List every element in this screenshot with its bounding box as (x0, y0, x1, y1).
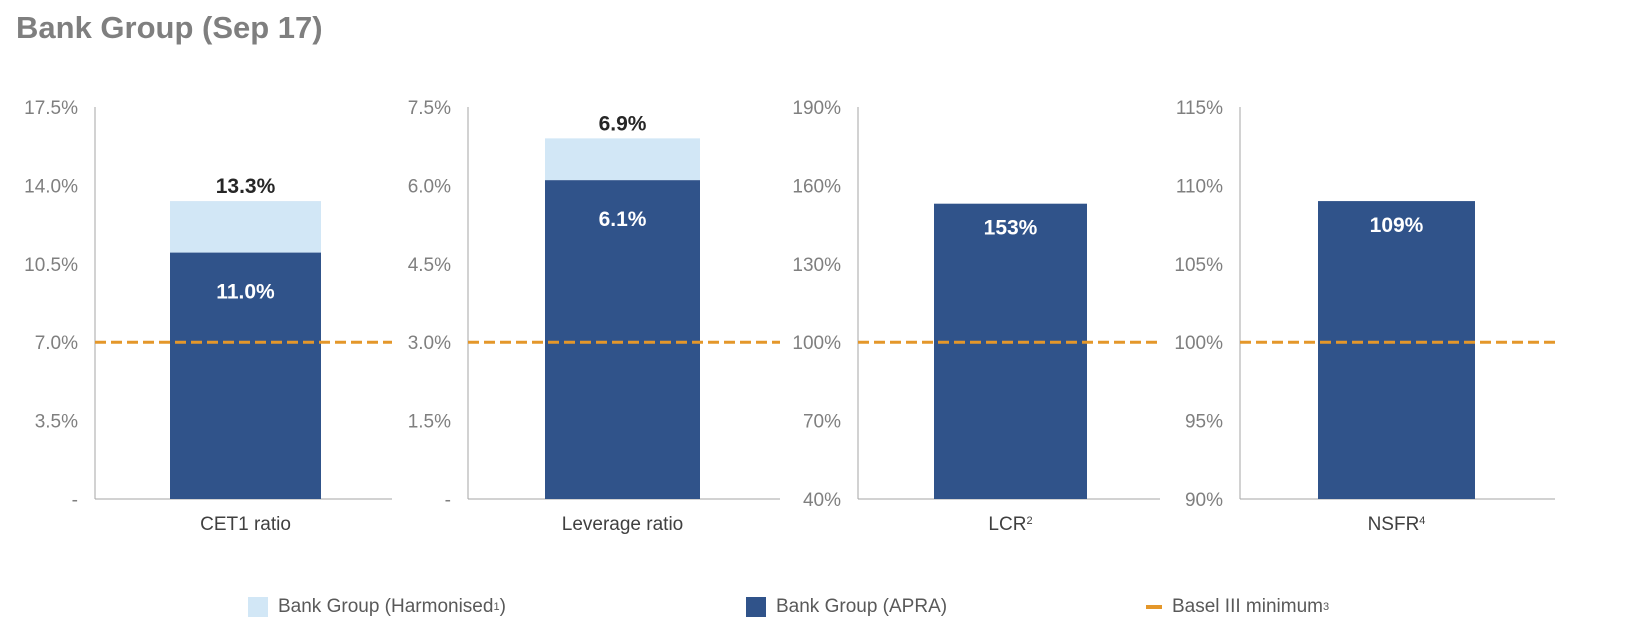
legend-label-harmonised-suffix: ) (499, 596, 506, 617)
y-tick-label: 110% (1176, 176, 1223, 197)
chart-title: Bank Group (Sep 17) (16, 10, 323, 45)
y-tick-label: 100% (1174, 333, 1223, 354)
legend-label-basel: Basel III minimum (1172, 596, 1323, 617)
legend-label-harmonised: Bank Group (Harmonised (278, 596, 494, 617)
legend-swatch-apra (746, 597, 766, 617)
y-tick-label: - (445, 490, 451, 511)
category-label: NSFR4 (1368, 514, 1426, 535)
data-label-apra: 153% (984, 217, 1038, 240)
category-label: CET1 ratio (200, 514, 291, 535)
data-label-apra: 109% (1370, 214, 1424, 237)
legend-item-basel: Basel III minimum 3 (1146, 592, 1329, 622)
y-tick-label: 7.0% (35, 333, 78, 354)
y-tick-label: 3.0% (408, 333, 451, 354)
y-tick-label: 70% (803, 412, 841, 433)
y-tick-label: 7.5% (408, 98, 451, 119)
y-tick-label: - (72, 490, 78, 511)
legend-item-harmonised: Bank Group (Harmonised 1) (248, 592, 506, 622)
y-tick-label: 115% (1176, 98, 1223, 119)
legend-label-apra: Bank Group (APRA) (776, 596, 948, 617)
bar-harmonised (170, 201, 321, 253)
y-tick-label: 10.5% (24, 255, 78, 276)
y-tick-label: 3.5% (35, 412, 78, 433)
data-label-apra: 11.0% (216, 281, 275, 304)
y-tick-label: 95% (1185, 412, 1223, 433)
category-label: LCR2 (988, 514, 1032, 535)
y-tick-label: 4.5% (408, 255, 451, 276)
charts-area: - 3.5% 7.0% 10.5% 14.0% 17.5% 11.0% 13.3% CET1 r… (24, 98, 1555, 535)
data-label-harmonised: 6.9% (599, 112, 647, 135)
legend-item-apra: Bank Group (APRA) (746, 592, 947, 622)
y-tick-label: 17.5% (24, 98, 78, 119)
y-tick-label: 130% (792, 255, 841, 276)
y-tick-label: 90% (1185, 490, 1223, 511)
bar-apra (934, 203, 1087, 499)
data-label-apra: 6.1% (599, 208, 647, 231)
y-tick-label: 6.0% (408, 176, 451, 197)
bar-apra (545, 180, 700, 499)
data-label-harmonised: 13.3% (216, 175, 276, 198)
y-tick-label: 100% (792, 333, 841, 354)
y-tick-label: 160% (792, 176, 841, 197)
y-tick-label: 14.0% (24, 176, 78, 197)
bar-apra (170, 252, 321, 499)
y-tick-label: 1.5% (408, 412, 451, 433)
legend-footnote-harmonised: 1 (493, 601, 500, 613)
legend-footnote-basel: 3 (1322, 601, 1330, 613)
bar-harmonised (545, 138, 700, 181)
bar-apra (1318, 201, 1475, 499)
category-label: Leverage ratio (562, 514, 683, 535)
y-tick-label: 40% (803, 490, 841, 511)
y-tick-label: 190% (792, 98, 841, 119)
y-tick-label: 105% (1174, 255, 1223, 276)
legend-swatch-harmonised (248, 597, 268, 617)
legend-swatch-basel (1146, 605, 1162, 609)
